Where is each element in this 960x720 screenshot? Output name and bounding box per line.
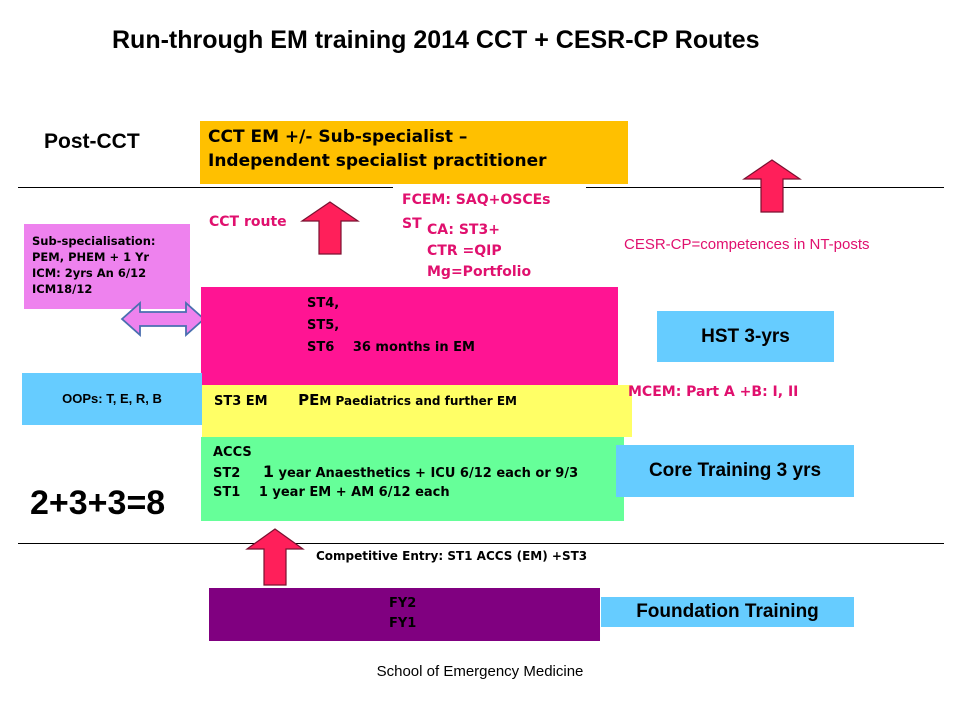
- accs-st2-text: year Anaesthetics + ICU 6/12 each or 9/3: [278, 466, 579, 481]
- sub-specialisation-box: Sub-specialisation: PEM, PHEM + 1 Yr ICM…: [24, 224, 190, 309]
- fy2-line: FY2: [389, 596, 417, 611]
- divider-bottom: [18, 543, 944, 544]
- fcem-item-ctr: CTR =QIP: [427, 243, 502, 259]
- years-formula: 2+3+3=8: [30, 484, 166, 522]
- cct-route-label: CCT route: [209, 214, 287, 230]
- accs-st1-line: ST1 1 year EM + AM 6/12 each: [213, 483, 578, 502]
- sub-spec-line-3: ICM: 2yrs An 6/12: [32, 266, 147, 280]
- accs-st1-text: 1 year EM + AM 6/12 each: [258, 485, 450, 500]
- st3-pe-prefix: PE: [298, 391, 320, 409]
- foundation-training-label: Foundation Training: [601, 597, 854, 627]
- st3-label: ST3 EM: [214, 394, 268, 409]
- st6-note: 36 months in EM: [352, 340, 475, 355]
- page-title: Run-through EM training 2014 CCT + CESR-…: [112, 26, 760, 54]
- cct-box-line-1: CCT EM +/- Sub-specialist –: [208, 127, 468, 147]
- sub-spec-line-1: Sub-specialisation:: [32, 234, 156, 248]
- st6-label: ST6: [307, 340, 335, 355]
- post-cct-label: Post-CCT: [44, 130, 140, 153]
- fcem-partial-text: ST: [402, 216, 422, 232]
- accs-st1-label: ST1: [213, 485, 241, 500]
- st5-line: ST5,: [307, 318, 340, 333]
- mcem-label: MCEM: Part A +B: I, II: [628, 384, 799, 400]
- core-training-label: Core Training 3 yrs: [616, 445, 854, 497]
- oops-label: OOPs: T, E, R, B: [22, 373, 202, 425]
- fcem-item-mg: Mg=Portfolio: [427, 264, 532, 280]
- cesr-up-arrow: [742, 159, 802, 213]
- st3-pe-rest: M Paediatrics and further EM: [319, 394, 517, 408]
- hst-label: HST 3-yrs: [657, 311, 834, 362]
- st3-box: ST3 EM PEM Paediatrics and further EM: [202, 385, 632, 437]
- fcem-item-ca: CA: ST3+: [427, 222, 500, 238]
- st4-st6-box: ST4, ST5, ST6 36 months in EM: [201, 287, 618, 385]
- cesr-cp-label: CESR-CP=competences in NT-posts: [624, 236, 870, 253]
- cct-route-up-arrow: [300, 201, 360, 255]
- st4-line: ST4,: [307, 296, 340, 311]
- sub-spec-line-4: ICM18/12: [32, 282, 93, 296]
- accs-heading: ACCS: [213, 445, 252, 460]
- foundation-years-box: FY2 FY1: [209, 588, 600, 641]
- cct-em-box: CCT EM +/- Sub-specialist – Independent …: [200, 121, 628, 184]
- fy-lines: FY2 FY1: [389, 594, 416, 634]
- double-headed-arrow: [120, 300, 206, 338]
- st4-st6-lines: ST4, ST5, ST6 36 months in EM: [307, 293, 475, 359]
- fy1-line: FY1: [389, 616, 417, 631]
- competitive-entry-label: Competitive Entry: ST1 ACCS (EM) +ST3: [316, 549, 588, 563]
- sub-spec-line-2: PEM, PHEM + 1 Yr: [32, 250, 150, 264]
- accs-st2-year: 1: [262, 462, 274, 481]
- entry-up-arrow: [245, 528, 305, 586]
- st6-line: ST6 36 months in EM: [307, 337, 475, 359]
- accs-box: ACCS ST2 1 year Anaesthetics + ICU 6/12 …: [201, 437, 624, 521]
- accs-lines: ACCS ST2 1 year Anaesthetics + ICU 6/12 …: [213, 443, 578, 502]
- accs-st2-line: ST2 1 year Anaesthetics + ICU 6/12 each …: [213, 462, 578, 483]
- footer-text: School of Emergency Medicine: [376, 663, 584, 680]
- cct-box-line-2: Independent specialist practitioner: [208, 151, 547, 171]
- st3-text: ST3 EM PEM Paediatrics and further EM: [214, 391, 517, 409]
- fcem-heading: FCEM: SAQ+OSCEs: [402, 192, 551, 208]
- fcem-items: CA: ST3+ CTR =QIP Mg=Portfolio: [427, 220, 532, 283]
- accs-st2-label: ST2: [213, 466, 241, 481]
